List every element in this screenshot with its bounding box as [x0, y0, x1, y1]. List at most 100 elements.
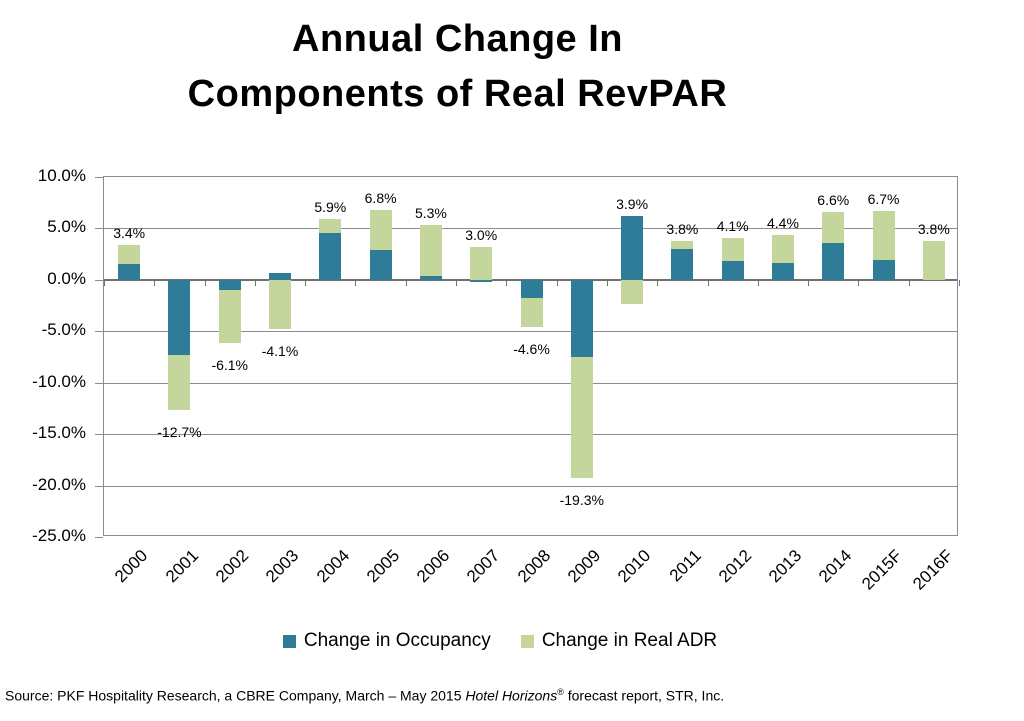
data-label: 5.9%: [314, 199, 347, 216]
y-tick-label: -25.0%: [32, 526, 86, 545]
gridline: [104, 331, 957, 333]
bar-segment-adr: [218, 290, 241, 343]
bar-segment-adr: [319, 219, 342, 233]
bar-segment-adr: [470, 246, 493, 280]
x-axis-tick: [254, 279, 256, 286]
data-label: 4.4%: [767, 214, 799, 231]
chart-title-line1: Annual Change In: [292, 18, 623, 60]
data-label: -6.1%: [211, 356, 249, 373]
x-tick-label: 2005: [362, 546, 404, 587]
legend-swatch: [282, 634, 296, 648]
x-axis-tick: [506, 279, 508, 286]
y-axis-tick: [95, 331, 103, 333]
bar-segment-adr: [570, 357, 593, 479]
x-axis-tick: [959, 279, 960, 286]
x-axis-labels: 2000 2001 2002 2003 2004 2005 2006 2007 2008 2009…: [103, 546, 958, 616]
data-label: 3.0%: [465, 226, 498, 243]
y-axis-tick: [95, 177, 103, 178]
bar-segment-adr: [822, 211, 845, 243]
y-axis-tick: [95, 279, 103, 281]
data-label: 6.8%: [364, 189, 397, 206]
gridline: [104, 382, 957, 384]
data-label: 3.9%: [616, 196, 649, 213]
bar-segment-occupancy: [721, 261, 744, 280]
data-label: 5.3%: [414, 205, 447, 222]
data-label: 3.4%: [113, 224, 146, 241]
y-axis-tick: [95, 537, 103, 538]
x-tick-label: 2008: [513, 546, 554, 587]
x-axis-tick: [707, 279, 709, 286]
x-axis-tick: [556, 279, 558, 286]
chart-title: Annual Change In Components of Real RevP…: [0, 12, 915, 122]
bar-segment-adr: [872, 210, 895, 261]
x-tick-label: 2015F: [858, 546, 906, 594]
legend-item-adr: Change in Real ADR: [520, 630, 718, 652]
data-label: -19.3%: [559, 492, 604, 509]
x-axis-tick: [808, 279, 810, 286]
x-axis-tick: [405, 279, 407, 286]
y-tick-label: 5.0%: [47, 217, 86, 237]
legend-label: Change in Real ADR: [541, 630, 718, 651]
x-axis-tick: [355, 279, 357, 286]
bar-segment-occupancy: [822, 242, 845, 280]
x-tick-label: 2010: [614, 546, 655, 587]
x-tick-label: 2011: [665, 546, 705, 586]
data-label: 6.6%: [817, 191, 850, 208]
bar-segment-adr: [520, 298, 543, 328]
bar-segment-occupancy: [671, 249, 694, 280]
legend-label: Change in Occupancy: [303, 630, 491, 651]
x-axis-tick: [305, 279, 307, 286]
x-axis-tick: [456, 279, 458, 286]
y-tick-label: 0.0%: [47, 268, 86, 288]
source-text-prefix: Source: PKF Hospitality Research, a CBRE…: [5, 687, 466, 704]
data-label: 3.8%: [917, 220, 950, 237]
data-label: 3.8%: [666, 220, 699, 237]
legend: Change in Occupancy Change in Real ADR: [0, 630, 1000, 652]
y-axis-tick: [95, 228, 103, 230]
bar-segment-occupancy: [419, 275, 442, 280]
bar-segment-occupancy: [520, 279, 543, 299]
gridline: [104, 228, 957, 230]
x-tick-label: 2007: [463, 546, 504, 587]
bar-segment-adr: [118, 244, 141, 265]
data-label: -4.1%: [261, 343, 299, 360]
x-tick-label: 2009: [564, 546, 605, 587]
x-tick-label: 2006: [413, 546, 454, 587]
x-tick-label: 2002: [212, 546, 253, 587]
y-axis-tick: [95, 434, 103, 436]
legend-item-occupancy: Change in Occupancy: [282, 630, 491, 652]
x-tick-label: 2012: [714, 546, 756, 587]
bar-segment-adr: [369, 209, 392, 251]
y-tick-label: 10.0%: [37, 166, 86, 185]
bar-segment-occupancy: [470, 279, 493, 282]
x-axis-tick: [657, 279, 659, 286]
bar-segment-occupancy: [319, 232, 342, 280]
bar-segment-occupancy: [269, 272, 292, 280]
x-tick-label: 2016F: [908, 546, 957, 594]
y-axis-tick: [95, 382, 103, 384]
y-tick-label: -20.0%: [32, 474, 86, 494]
bar-segment-occupancy: [168, 279, 191, 355]
bar-segment-occupancy: [570, 279, 593, 357]
y-tick-label: -5.0%: [41, 320, 86, 340]
x-axis-tick: [154, 279, 156, 286]
x-tick-label: 2004: [312, 546, 353, 587]
bar-segment-adr: [269, 279, 292, 330]
bar-segment-adr: [671, 240, 694, 249]
data-label: 4.1%: [716, 217, 749, 234]
y-tick-label: -15.0%: [32, 423, 86, 443]
plot-area: 3.4% -12.7% -6.1% -4.1% 5.9% 6.8% 5.3% 3.0% -4.6…: [95, 176, 960, 538]
x-axis-tick: [204, 279, 206, 286]
x-tick-label: 2013: [765, 546, 806, 587]
x-axis-tick: [757, 279, 759, 286]
chart-title-line2: Components of Real RevPAR: [187, 73, 728, 116]
x-tick-label: 2001: [161, 546, 202, 587]
source-report-name: Hotel Horizons: [465, 687, 558, 704]
bar-segment-adr: [922, 240, 945, 280]
x-axis-tick: [858, 279, 860, 286]
bar-segment-adr: [168, 354, 191, 411]
data-label: -4.6%: [513, 341, 550, 358]
x-axis-tick: [104, 279, 105, 286]
x-tick-label: 2000: [111, 546, 152, 587]
